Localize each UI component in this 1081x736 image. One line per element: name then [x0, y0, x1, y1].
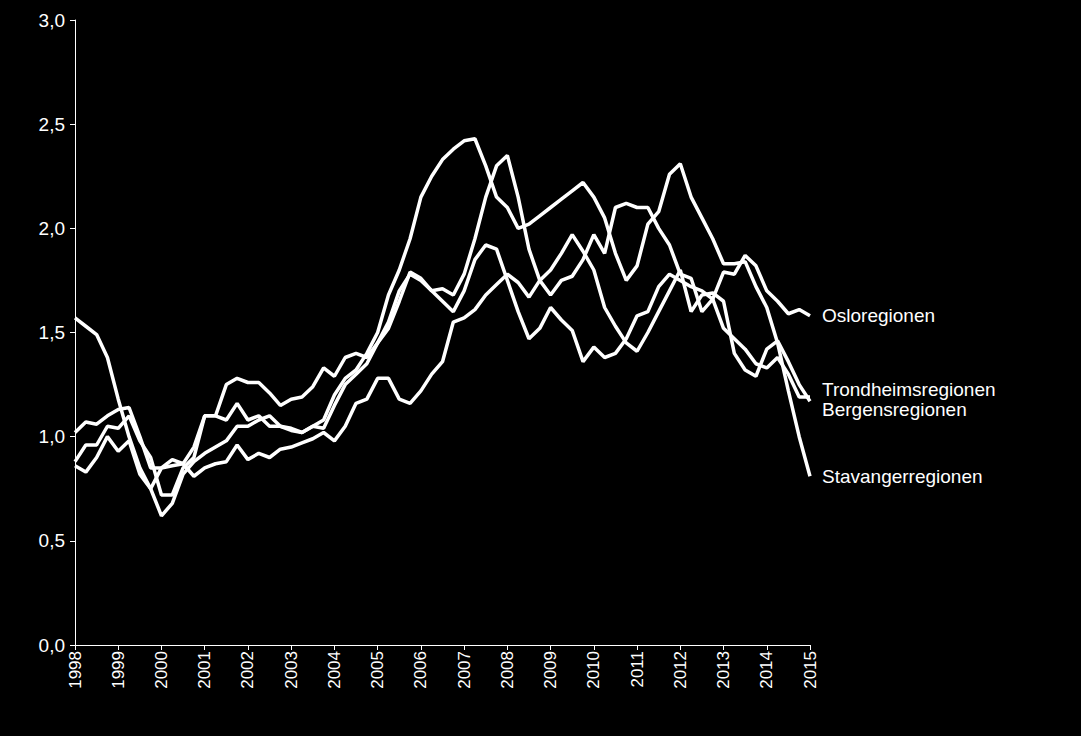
- svg-text:2,0: 2,0: [39, 218, 65, 239]
- svg-text:2014: 2014: [757, 651, 776, 689]
- svg-text:Stavangerregionen: Stavangerregionen: [822, 466, 983, 487]
- svg-text:3,0: 3,0: [39, 10, 65, 31]
- svg-text:Osloregionen: Osloregionen: [822, 305, 935, 326]
- svg-text:2007: 2007: [455, 651, 474, 689]
- svg-text:2009: 2009: [541, 651, 560, 689]
- svg-text:1999: 1999: [109, 651, 128, 689]
- svg-text:2008: 2008: [498, 651, 517, 689]
- svg-text:1,5: 1,5: [39, 322, 65, 343]
- svg-text:2004: 2004: [325, 651, 344, 689]
- svg-text:2011: 2011: [628, 651, 647, 688]
- svg-text:2002: 2002: [238, 651, 257, 689]
- svg-text:2015: 2015: [801, 651, 820, 689]
- svg-text:2013: 2013: [714, 651, 733, 689]
- svg-text:2003: 2003: [282, 651, 301, 689]
- svg-text:2001: 2001: [195, 651, 214, 689]
- svg-text:Bergensregionen: Bergensregionen: [822, 399, 967, 420]
- svg-text:2005: 2005: [368, 651, 387, 689]
- svg-text:0,5: 0,5: [39, 530, 65, 551]
- svg-text:2000: 2000: [152, 651, 171, 689]
- svg-text:2010: 2010: [584, 651, 603, 689]
- svg-text:2006: 2006: [411, 651, 430, 689]
- svg-text:1998: 1998: [66, 651, 85, 689]
- svg-text:2012: 2012: [671, 651, 690, 689]
- svg-text:0,0: 0,0: [39, 635, 65, 656]
- svg-text:Trondheimsregionen: Trondheimsregionen: [822, 379, 996, 400]
- svg-text:2,5: 2,5: [39, 114, 65, 135]
- svg-text:1,0: 1,0: [39, 426, 65, 447]
